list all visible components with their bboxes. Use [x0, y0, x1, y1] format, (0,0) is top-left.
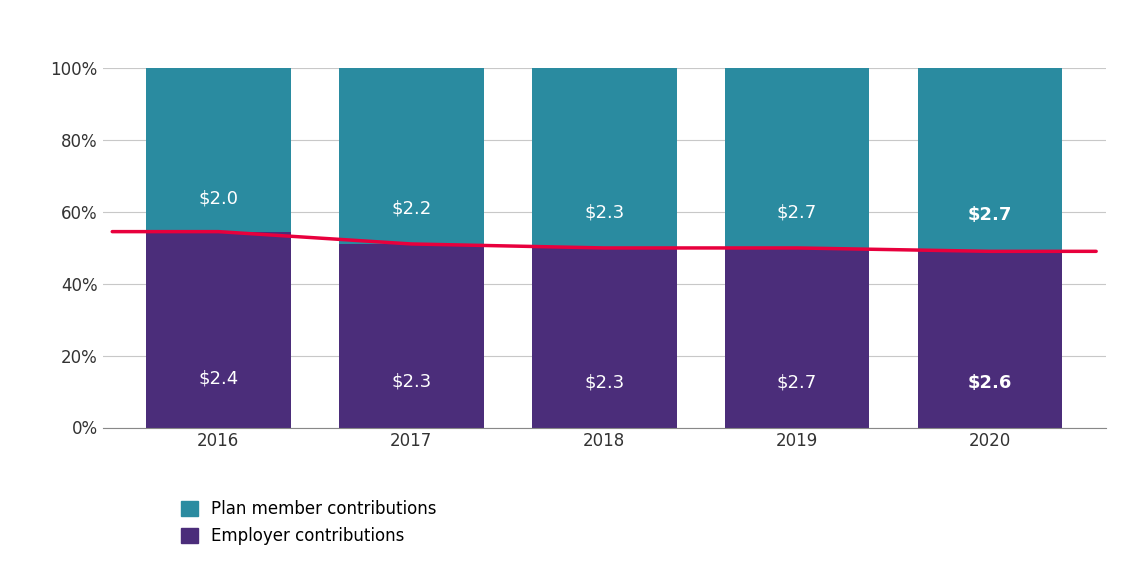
Bar: [339, 68, 483, 244]
Text: $2.3: $2.3: [584, 203, 625, 221]
Text: $2.3: $2.3: [584, 373, 625, 392]
Text: $2.7: $2.7: [777, 203, 817, 221]
Text: $2.2: $2.2: [391, 200, 431, 218]
Text: $2.3: $2.3: [391, 373, 431, 390]
Legend: Plan member contributions, Employer contributions: Plan member contributions, Employer cont…: [181, 500, 437, 545]
Text: $2.4: $2.4: [198, 369, 238, 388]
Bar: [339, 244, 483, 428]
Bar: [532, 248, 676, 428]
Bar: [146, 68, 291, 231]
Text: $2.6: $2.6: [968, 374, 1012, 393]
Bar: [146, 231, 291, 428]
Bar: [918, 251, 1062, 428]
Bar: [532, 68, 676, 248]
Bar: [918, 68, 1062, 251]
Text: $2.7: $2.7: [968, 206, 1012, 224]
Bar: [725, 68, 870, 248]
Text: $2.7: $2.7: [777, 373, 817, 392]
Text: $2.0: $2.0: [198, 190, 238, 208]
Bar: [725, 248, 870, 428]
